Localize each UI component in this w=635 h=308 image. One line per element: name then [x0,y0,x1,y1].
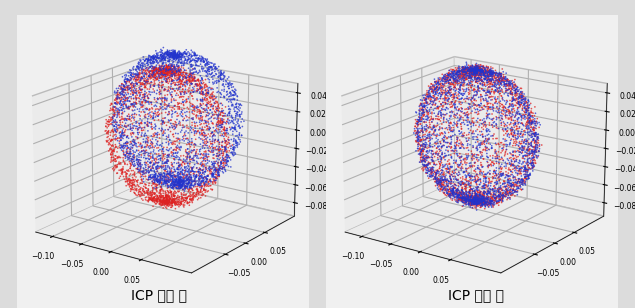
Text: ICP 정렬 전: ICP 정렬 전 [131,289,187,303]
Text: ICP 정렬 후: ICP 정렬 후 [448,289,504,303]
